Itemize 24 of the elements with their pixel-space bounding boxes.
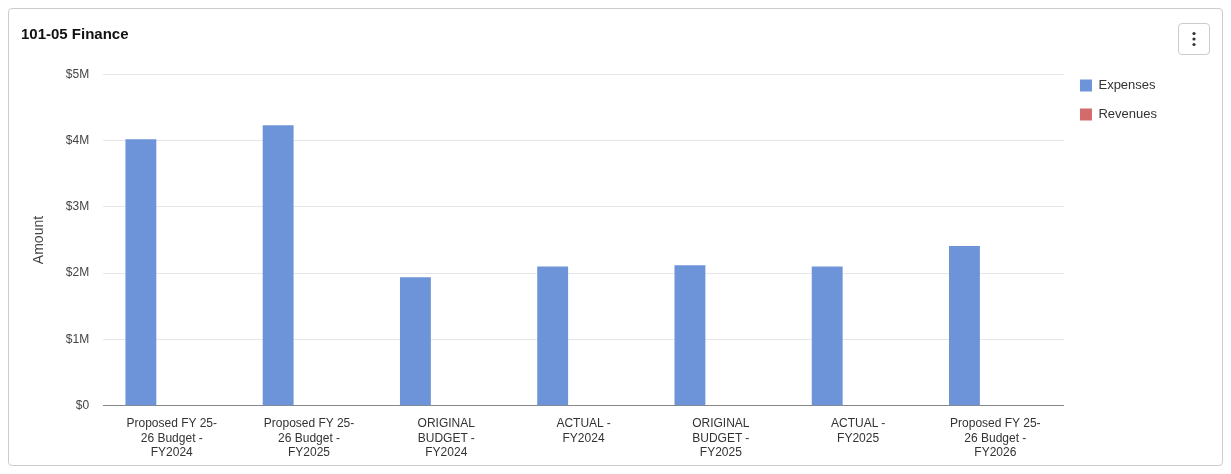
x-tick-label: Proposed FY 25-26 Budget - FY2025 (263, 416, 355, 460)
legend-label: Revenues (1098, 106, 1158, 122)
y-tick-label: $2M (65, 265, 90, 280)
x-tick-label: ORIGINAL BUDGET - FY2025 (692, 416, 750, 460)
y-axis-title: Amount (30, 215, 47, 265)
y-tick-label: $4M (65, 132, 90, 147)
bar (949, 245, 980, 406)
bar (811, 266, 843, 406)
bar (262, 125, 294, 406)
legend-label: Expenses (1098, 77, 1157, 93)
x-tick-label: Proposed FY 25-26 Budget - FY2026 (950, 416, 1041, 460)
bar (399, 277, 431, 406)
bar (537, 266, 569, 406)
x-tick-label: ACTUAL - FY2024 (556, 416, 611, 445)
y-tick-label: $1M (65, 331, 90, 346)
x-tick-label: Proposed FY 25-26 Budget - FY2024 (126, 416, 218, 460)
x-tick-label: ACTUAL - FY2025 (830, 416, 886, 445)
bar (674, 265, 706, 406)
y-tick-label: $0 (75, 398, 90, 413)
x-tick-label: ORIGINAL BUDGET - FY2024 (417, 416, 476, 460)
bar (125, 139, 157, 406)
y-tick-label: $5M (65, 66, 90, 81)
y-tick-label: $3M (65, 199, 90, 214)
chart-title: 101-05 Finance (21, 25, 129, 42)
